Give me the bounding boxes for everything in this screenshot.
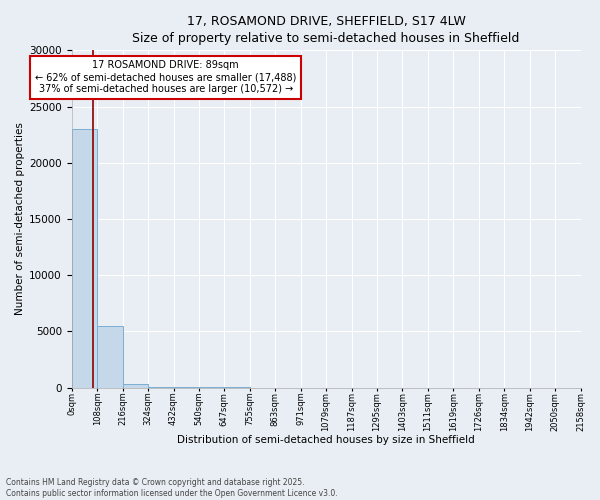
Text: 17 ROSAMOND DRIVE: 89sqm
← 62% of semi-detached houses are smaller (17,488)
37% : 17 ROSAMOND DRIVE: 89sqm ← 62% of semi-d… — [35, 60, 296, 94]
Y-axis label: Number of semi-detached properties: Number of semi-detached properties — [15, 122, 25, 316]
Text: Contains HM Land Registry data © Crown copyright and database right 2025.
Contai: Contains HM Land Registry data © Crown c… — [6, 478, 338, 498]
Bar — [148, 387, 173, 388]
Title: 17, ROSAMOND DRIVE, SHEFFIELD, S17 4LW
Size of property relative to semi-detache: 17, ROSAMOND DRIVE, SHEFFIELD, S17 4LW S… — [133, 15, 520, 45]
Bar — [122, 384, 148, 388]
Bar — [71, 129, 97, 388]
X-axis label: Distribution of semi-detached houses by size in Sheffield: Distribution of semi-detached houses by … — [177, 435, 475, 445]
Bar — [97, 326, 122, 388]
